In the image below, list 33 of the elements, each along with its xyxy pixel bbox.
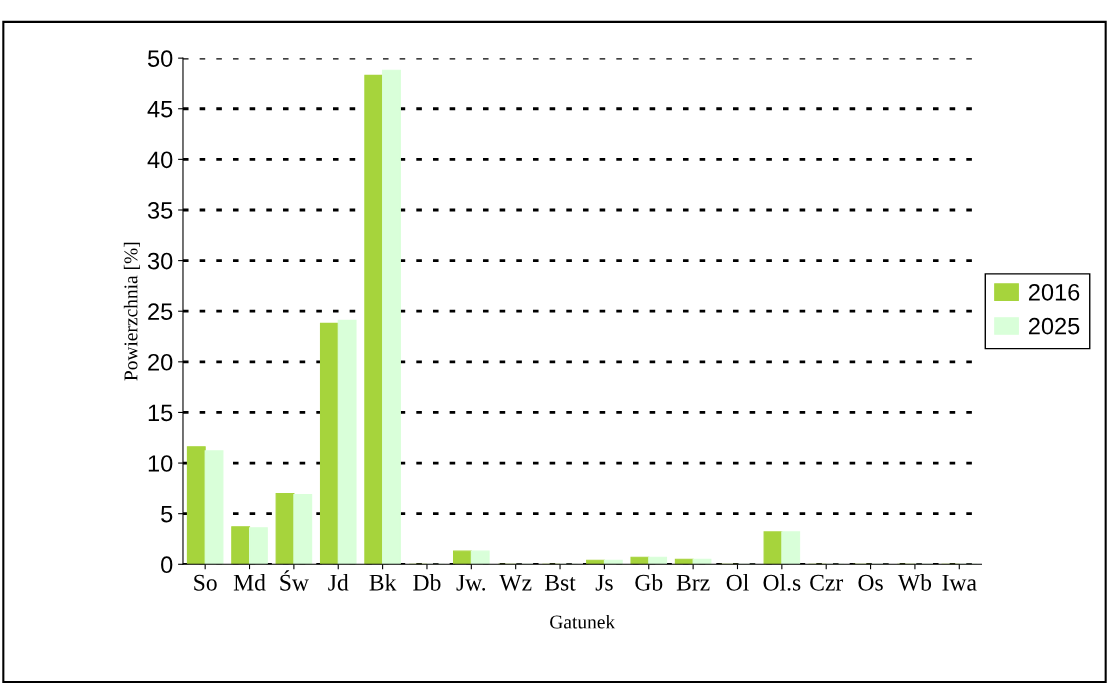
x-tick-label: Wz (499, 574, 532, 591)
legend-label: 2016 (1028, 283, 1080, 301)
y-tick-label: 35 (147, 202, 173, 219)
x-tick-label: Ol (726, 574, 749, 591)
x-tick-label: So (194, 574, 217, 591)
y-tick-label: 10 (148, 455, 173, 472)
y-tick-label: 45 (147, 101, 173, 118)
x-tick-label: Bk (369, 574, 397, 591)
x-tick-label: Jd (328, 574, 349, 591)
x-tick-label: Bst (544, 574, 576, 591)
y-tick-label: 30 (147, 252, 173, 270)
y-tick-label: 40 (147, 151, 173, 169)
legend-label: 2025 (1028, 317, 1080, 335)
y-axis-title: Powierzchnia [%] (123, 242, 140, 381)
y-tick-label: 20 (148, 353, 173, 371)
x-tick-label: Md (233, 574, 266, 591)
x-tick-label: Db (413, 574, 441, 591)
y-tick-label: 0 (161, 556, 173, 574)
x-tick-label: Czr (810, 574, 844, 591)
x-tick-label: Js (595, 574, 613, 591)
y-tick-label: 50 (147, 50, 173, 67)
x-tick-label: Gb (635, 574, 663, 591)
x-tick-label: Św (280, 570, 309, 591)
x-axis-title: Gatunek (550, 614, 616, 629)
y-tick-label: 15 (148, 404, 173, 422)
x-tick-label: Os (858, 574, 883, 591)
x-tick-label: Ol.s (763, 574, 801, 591)
x-tick-label: Wb (897, 574, 932, 591)
y-tick-label: 25 (148, 303, 173, 321)
x-tick-label: Brz (676, 574, 710, 591)
y-tick-label: 5 (161, 506, 173, 523)
x-tick-label: Jw. (456, 574, 486, 591)
x-tick-label: Iwa (942, 574, 977, 591)
